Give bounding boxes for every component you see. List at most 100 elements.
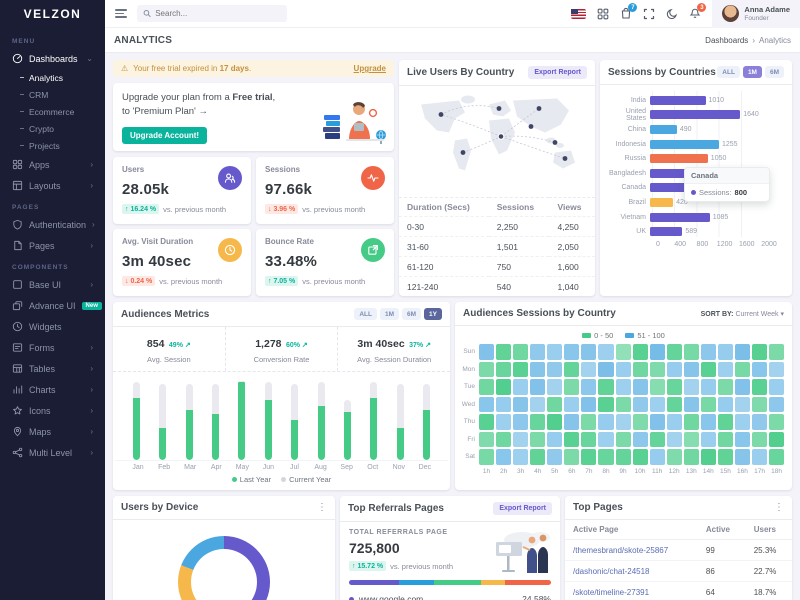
- menu-toggle-icon[interactable]: [115, 9, 127, 18]
- sidebar-item-maps[interactable]: Maps ›: [0, 421, 105, 442]
- month-label: Apr: [210, 464, 222, 471]
- audience-stat-pct: 60% ↗: [285, 342, 308, 349]
- progress-segment: [398, 580, 434, 585]
- sidebar-item-widgets[interactable]: Widgets: [0, 316, 105, 337]
- sidebar-subitem-crypto[interactable]: Crypto: [0, 120, 105, 137]
- range-button-1m[interactable]: 1M: [742, 66, 762, 78]
- sidebar-item-base-ui[interactable]: Base UI ›: [0, 274, 105, 295]
- sort-by-select[interactable]: SORT BY: Current Week ▾: [700, 310, 784, 318]
- heatmap-cell: [479, 414, 495, 430]
- heatmap-cell: [632, 431, 648, 447]
- range-button-1m[interactable]: 1M: [379, 308, 400, 320]
- heatmap-cell: [513, 414, 529, 430]
- heatmap-cell: [769, 449, 785, 465]
- sidebar-subitem-analytics[interactable]: Analytics: [0, 69, 105, 86]
- table-col-header: Duration (Secs): [399, 197, 489, 217]
- bar-value-label: 1085: [712, 213, 729, 221]
- heatmap-cell: [530, 414, 546, 430]
- heatmap-cell: [717, 379, 733, 395]
- audiences-metrics-title: Audiences Metrics: [121, 308, 210, 320]
- user-menu[interactable]: Anna Adame Founder: [712, 0, 800, 28]
- search-box[interactable]: [137, 5, 287, 22]
- heatmap-cell: [683, 396, 699, 412]
- fullscreen-icon[interactable]: [643, 8, 655, 20]
- heatmap-col-label: 5h: [551, 467, 559, 475]
- layouts-icon: [12, 180, 23, 191]
- export-report-button[interactable]: Export Report: [528, 66, 587, 79]
- breadcrumb-separator: ›: [752, 35, 755, 45]
- column-bar-nov: [396, 380, 404, 460]
- referral-item[interactable]: www.google.com 24.58%: [349, 589, 551, 600]
- search-icon: [143, 10, 151, 18]
- sidebar-item-advance-ui[interactable]: Advance UI New: [0, 295, 105, 316]
- top-referrals-card: Top Referrals Pages Export Report TOTAL …: [340, 496, 560, 600]
- range-button-all[interactable]: ALL: [354, 308, 377, 320]
- live-users-title: Live Users By Country: [407, 67, 515, 78]
- heatmap-cell: [752, 344, 768, 360]
- sidebar-item-multi-level[interactable]: Multi Level ›: [0, 442, 105, 463]
- heatmap-cell: [717, 361, 733, 377]
- apps-grid-icon[interactable]: [597, 8, 609, 20]
- referrals-progress-bar: [349, 580, 551, 585]
- page-link[interactable]: /dashonic/chat-24518: [565, 560, 698, 582]
- upgrade-account-button[interactable]: Upgrade Account!: [122, 126, 208, 144]
- stat-card-sessions: Sessions 97.66k ↓ 3.96 % vs. previous month: [256, 157, 394, 224]
- month-label: Jan: [132, 464, 144, 471]
- heatmap-cell: [564, 361, 580, 377]
- sidebar-item-label: Apps: [29, 159, 50, 170]
- range-button-6m[interactable]: 6M: [402, 308, 422, 320]
- range-button-all[interactable]: ALL: [717, 66, 740, 78]
- sidebar-item-charts[interactable]: Charts ›: [0, 379, 105, 400]
- heatmap-cell: [649, 344, 665, 360]
- heatmap-col-label: 11h: [651, 467, 663, 475]
- upgrade-link[interactable]: Upgrade: [353, 64, 386, 73]
- kebab-menu-icon[interactable]: ⋮: [774, 501, 784, 513]
- chevron-right-icon: ›: [90, 343, 93, 352]
- range-button-6m[interactable]: 6M: [764, 66, 784, 78]
- audience-stat-pct: 37% ↗: [409, 342, 431, 349]
- heatmap-col-labels: 1h 2h 3h 4h 5h 6h 7h 8h 9h 10h 11h 12h 13h 14h 15h 16h 1…: [479, 467, 784, 475]
- app-logo[interactable]: VELZON: [23, 7, 82, 21]
- bar-value-label: 490: [679, 125, 692, 133]
- sidebar-item-tables[interactable]: Tables ›: [0, 358, 105, 379]
- sidebar-item-layouts[interactable]: Layouts ›: [0, 175, 105, 196]
- range-button-1y[interactable]: 1Y: [424, 308, 442, 320]
- column-bar-jun: [264, 380, 272, 460]
- stat-label: Users: [122, 165, 145, 174]
- page-link[interactable]: /themesbrand/skote-25867: [565, 539, 698, 561]
- sidebar-item-pages[interactable]: Pages ›: [0, 235, 105, 256]
- last-year-segment: [159, 428, 167, 460]
- sidebar-item-dashboards[interactable]: Dashboards ⌄: [0, 48, 105, 69]
- stat-delta-row: ↓ 0.24 % vs. previous month: [122, 276, 242, 286]
- page-link[interactable]: /skote/timeline-27391: [565, 581, 698, 600]
- search-input[interactable]: [155, 9, 281, 18]
- chevron-right-icon: ›: [90, 160, 93, 169]
- notifications-bell-icon[interactable]: 3: [689, 3, 707, 20]
- bar-category-label: Russia: [624, 155, 646, 163]
- sidebar-subitem-label: Ecommerce: [29, 106, 75, 117]
- current-year-segment: [159, 384, 167, 428]
- audience-stat-value: 1,278: [255, 338, 282, 350]
- sidebar-subitem-crm[interactable]: CRM: [0, 86, 105, 103]
- breadcrumb-dashboards[interactable]: Dashboards: [705, 35, 749, 45]
- world-map: [399, 86, 595, 197]
- bar: [650, 183, 694, 193]
- sidebar-subitem-ecommerce[interactable]: Ecommerce: [0, 103, 105, 120]
- language-flag-icon[interactable]: [571, 8, 587, 19]
- heatmap-cell: [683, 414, 699, 430]
- shopping-bag-icon[interactable]: 7: [620, 3, 638, 20]
- activity-icon: [361, 166, 385, 190]
- sidebar-item-apps[interactable]: Apps ›: [0, 154, 105, 175]
- user-name: Anna Adame: [744, 5, 790, 15]
- table-cell: 1,600: [549, 256, 595, 277]
- heatmap-col-label: 3h: [517, 467, 525, 475]
- sidebar-subitem-projects[interactable]: Projects: [0, 137, 105, 154]
- sidebar-item-authentication[interactable]: Authentication ›: [0, 214, 105, 235]
- stat-cards: Users 28.05k ↑ 16.24 % vs. previous month Se…: [113, 157, 394, 296]
- dark-mode-moon-icon[interactable]: [666, 8, 678, 20]
- sidebar-item-forms[interactable]: Forms ›: [0, 337, 105, 358]
- heatmap-legend-item: 0 - 50: [582, 331, 613, 340]
- kebab-menu-icon[interactable]: ⋮: [317, 501, 327, 513]
- export-report-button[interactable]: Export Report: [493, 502, 552, 515]
- sidebar-item-icons[interactable]: Icons ›: [0, 400, 105, 421]
